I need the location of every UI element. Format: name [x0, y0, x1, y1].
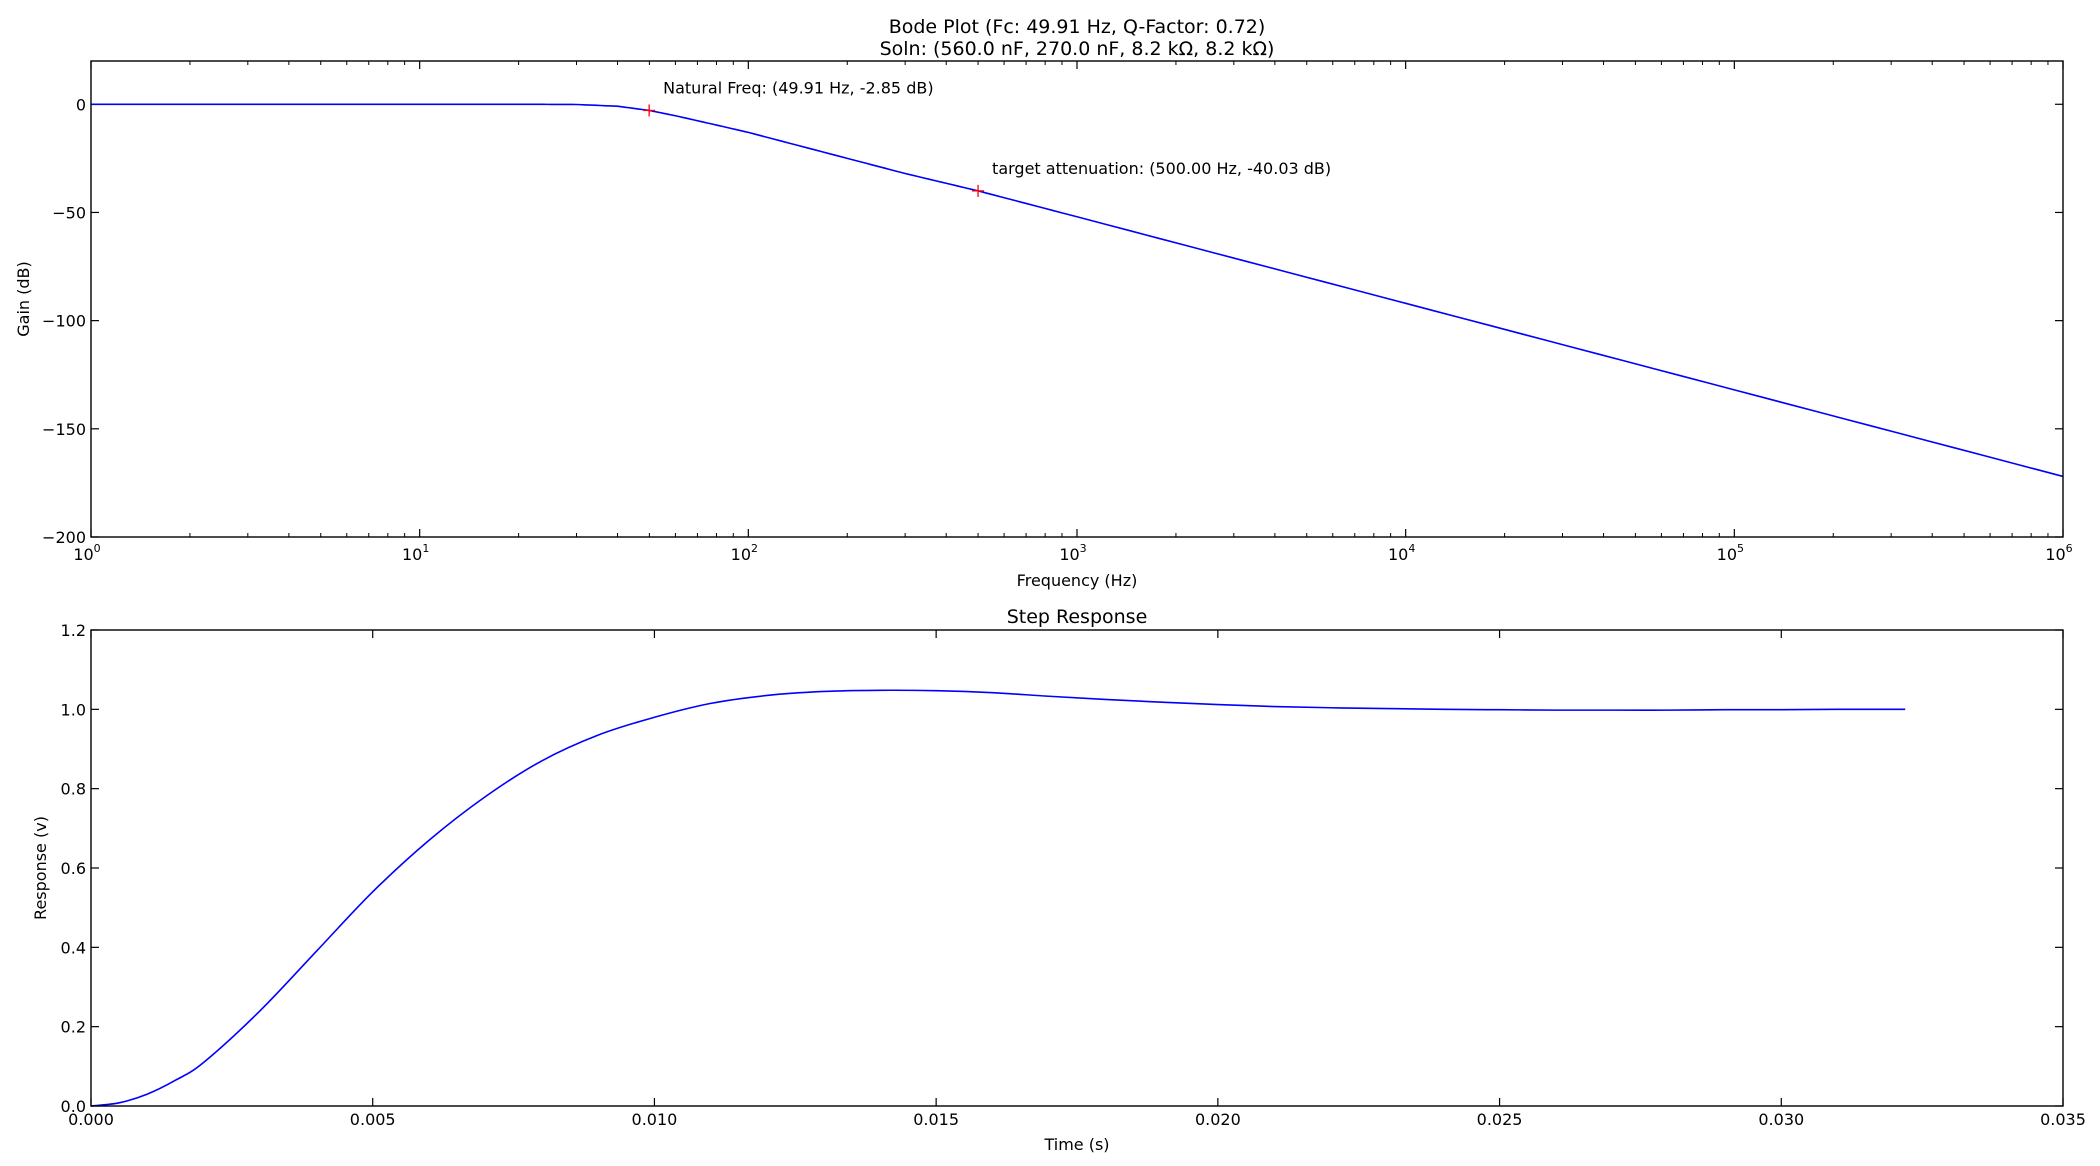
bode-x-tick-label: 100 [73, 542, 100, 564]
step-x-tick-label: 0.010 [632, 1110, 678, 1129]
bode-x-tick-label: 102 [731, 542, 758, 564]
bode-y-tick-label: −50 [52, 203, 86, 222]
step-x-tick-label: 0.025 [1477, 1110, 1523, 1129]
bode-y-axis-label: Gain (dB) [14, 261, 33, 337]
bode-marker-annotation: target attenuation: (500.00 Hz, -40.03 d… [992, 159, 1331, 178]
step-y-tick-label: 0.2 [61, 1018, 86, 1037]
step-response-line [90, 689, 1906, 1107]
bode-title: Bode Plot (Fc: 49.91 Hz, Q-Factor: 0.72) [889, 16, 1266, 38]
bode-x-tick-label: 101 [402, 542, 429, 564]
step-ticks [90, 629, 2064, 1107]
bode-subtitle: Soln: (560.0 nF, 270.0 nF, 8.2 kΩ, 8.2 k… [880, 38, 1275, 60]
bode-axes-frame [90, 60, 2064, 538]
step-x-tick-label: 0.035 [2040, 1110, 2086, 1129]
step-axes-frame [90, 629, 2064, 1107]
step-y-tick-label: 1.0 [61, 700, 86, 719]
step-x-axis-label: Time (s) [1043, 1135, 1109, 1154]
bode-gain-line [91, 103, 2064, 478]
bode-x-tick-label: 104 [1388, 542, 1415, 564]
bode-x-tick-label: 105 [1717, 542, 1744, 564]
bode-y-tick-label: −150 [42, 420, 86, 439]
step-y-tick-label: 0.0 [61, 1097, 86, 1116]
bode-x-tick-label: 106 [2045, 542, 2072, 564]
step-response-panel: Step Response 0.000 0.005 0.010 0.015 0.020 0… [31, 606, 2086, 1154]
step-y-tick-label: 0.4 [61, 938, 86, 957]
bode-x-tick-label: 103 [1059, 542, 1086, 564]
step-tick-labels: 0.000 0.005 0.010 0.015 0.020 0.025 0.030 0.035… [61, 621, 2086, 1129]
step-x-tick-label: 0.020 [1195, 1110, 1241, 1129]
step-y-tick-label: 0.8 [61, 780, 86, 799]
step-x-tick-label: 0.030 [1758, 1110, 1804, 1129]
step-x-tick-label: 0.005 [350, 1110, 396, 1129]
bode-markers: Natural Freq: (49.91 Hz, -2.85 dB) target… [643, 78, 1331, 197]
step-x-tick-label: 0.000 [68, 1110, 114, 1129]
bode-plot-panel: Bode Plot (Fc: 49.91 Hz, Q-Factor: 0.72)… [14, 16, 2073, 590]
bode-y-tick-label: 0 [76, 95, 86, 114]
bode-y-tick-label: −200 [42, 528, 86, 547]
step-y-tick-label: 1.2 [61, 621, 86, 640]
bode-marker-annotation: Natural Freq: (49.91 Hz, -2.85 dB) [663, 78, 933, 97]
step-y-tick-label: 0.6 [61, 859, 86, 878]
step-title: Step Response [1007, 606, 1148, 628]
bode-ticks [90, 61, 2064, 538]
step-y-axis-label: Response (v) [31, 816, 50, 920]
step-x-tick-label: 0.015 [913, 1110, 959, 1129]
bode-x-axis-label: Frequency (Hz) [1017, 571, 1138, 590]
bode-tick-labels: 100 101 102 103 104 105 106 0 −50 −100 −150 −200 [42, 95, 2073, 564]
bode-y-tick-label: −100 [42, 312, 86, 331]
